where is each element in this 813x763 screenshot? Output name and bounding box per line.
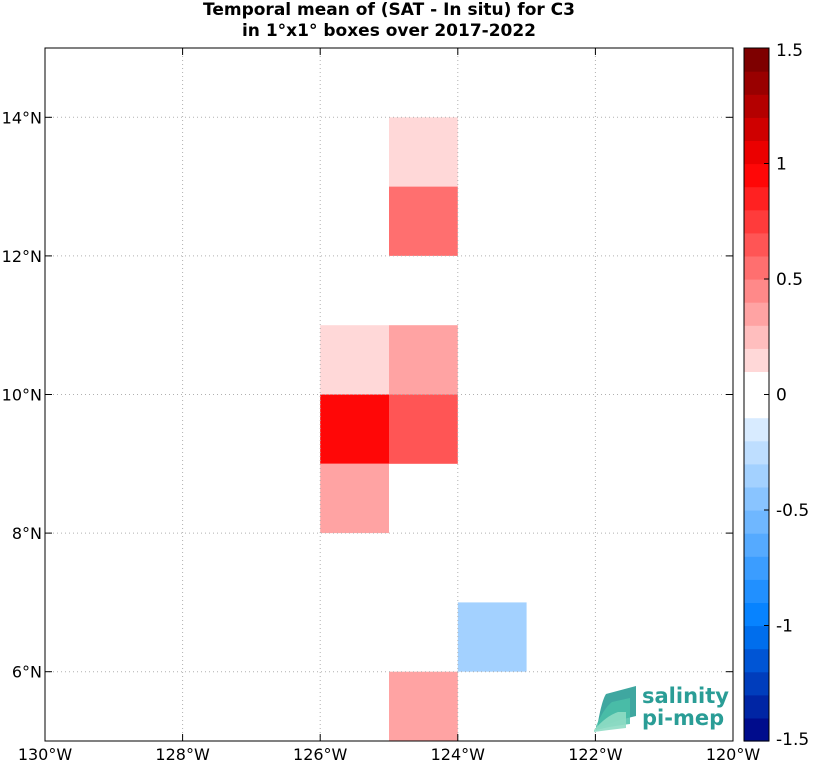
colorbar-segment <box>744 625 769 650</box>
colorbar-segment <box>744 417 769 442</box>
colorbar-segment <box>744 463 769 488</box>
y-tick-label: 6°N <box>12 663 42 682</box>
colorbar-tick-label: -0.5 <box>776 501 809 521</box>
cells-layer <box>320 117 527 741</box>
colorbar-segment <box>744 71 769 95</box>
heatmap-cell <box>389 671 458 741</box>
y-tick-label: 14°N <box>2 108 42 127</box>
colorbar-segment <box>744 255 769 280</box>
colorbar-segment <box>744 117 769 141</box>
x-tick-label: 124°W <box>431 745 486 763</box>
chart-title-line1: Temporal mean of (SAT - In situ) for C3 <box>203 0 575 20</box>
colorbar-axis: 1.5 1 0.5 0 -0.5 -1 -1.5 <box>764 41 809 750</box>
colorbar-segment <box>744 186 769 211</box>
colorbar-segment <box>744 48 769 72</box>
salinity-pimep-logo: salinity pi-mep <box>594 684 729 732</box>
heatmap-cell <box>389 117 458 187</box>
colorbar-segment <box>744 348 769 372</box>
x-tick-label: 122°W <box>568 745 623 763</box>
colorbar-segment <box>744 440 769 465</box>
colorbar-tick-label: 1 <box>776 155 787 175</box>
colorbar-tick-label: 0.5 <box>776 270 803 290</box>
logo-text-line2: pi-mep <box>642 706 724 730</box>
colorbar-segment <box>744 694 769 719</box>
colorbar-segment <box>744 671 769 696</box>
heatmap-cell <box>389 325 458 395</box>
colorbar-segment <box>744 602 769 627</box>
colorbar-segment <box>744 163 769 188</box>
y-tick-label: 12°N <box>2 247 42 266</box>
colorbar-segment <box>744 510 769 534</box>
y-axis: 6°N 8°N 10°N 12°N 14°N <box>2 108 733 682</box>
colorbar-segment <box>744 648 769 673</box>
colorbar-segment <box>744 232 769 257</box>
x-tick-label: 130°W <box>18 745 73 763</box>
colorbar-segment <box>744 94 769 118</box>
colorbar-segment <box>744 325 769 349</box>
logo-text-line1: salinity <box>642 684 729 708</box>
x-tick-label: 128°W <box>155 745 210 763</box>
colorbar-tick-label: 1.5 <box>776 41 803 61</box>
colorbar-tick-label: 0 <box>776 386 787 406</box>
colorbar <box>743 47 770 742</box>
colorbar-tick-label: -1.5 <box>776 730 809 750</box>
colorbar-segment <box>744 486 769 511</box>
colorbar-tick-label: -1 <box>776 617 793 637</box>
heatmap-cell <box>320 463 389 534</box>
y-tick-label: 8°N <box>12 524 42 543</box>
chart-title: Temporal mean of (SAT - In situ) for C3 … <box>45 0 733 42</box>
colorbar-segment <box>744 579 769 603</box>
chart-title-line2: in 1°x1° boxes over 2017-2022 <box>241 21 537 41</box>
heatmap-cell <box>389 186 458 256</box>
colorbar-segment <box>744 556 769 580</box>
colorbar-segment <box>744 371 769 396</box>
x-tick-label: 120°W <box>706 745 761 763</box>
heatmap-cell <box>457 602 527 672</box>
heatmap-cell <box>320 325 389 395</box>
colorbar-segment <box>744 302 769 326</box>
grid-layer <box>44 48 734 741</box>
colorbar-segment <box>744 717 769 742</box>
logo-waves-icon <box>594 686 636 732</box>
colorbar-segment <box>744 140 769 165</box>
colorbar-segment <box>744 209 769 234</box>
y-tick-label: 10°N <box>2 386 42 405</box>
heatmap-cell <box>320 394 389 464</box>
colorbar-segment <box>744 533 769 557</box>
colorbar-segment <box>744 279 769 303</box>
x-axis: 130°W 128°W 126°W 124°W 122°W 120°W <box>18 48 761 763</box>
heatmap-cell <box>389 394 458 464</box>
colorbar-segment <box>744 394 769 419</box>
x-tick-label: 126°W <box>293 745 348 763</box>
